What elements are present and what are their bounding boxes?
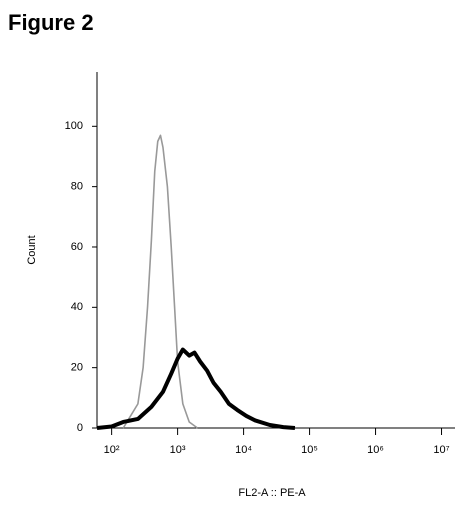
y-tick-label: 100 — [65, 120, 83, 132]
y-tick-label: 0 — [77, 422, 83, 434]
x-tick-label: 10⁷ — [433, 444, 449, 456]
x-tick-label: 10⁴ — [235, 444, 252, 456]
y-tick-label: 20 — [71, 362, 83, 374]
y-tick-label: 60 — [71, 241, 83, 253]
y-tick-label: 80 — [71, 181, 83, 193]
x-tick-label: 10³ — [170, 444, 186, 456]
histogram-line — [96, 347, 296, 430]
y-tick-label: 40 — [71, 301, 83, 313]
chart-title: Figure 2 — [8, 10, 94, 35]
x-axis-label: FL2-A :: PE-A — [238, 487, 306, 499]
x-tick-label: 10² — [104, 444, 120, 456]
histogram-line — [122, 134, 198, 429]
x-tick-label: 10⁵ — [301, 444, 318, 456]
y-axis-label: Count — [26, 235, 38, 264]
x-tick-label: 10⁶ — [367, 444, 384, 456]
